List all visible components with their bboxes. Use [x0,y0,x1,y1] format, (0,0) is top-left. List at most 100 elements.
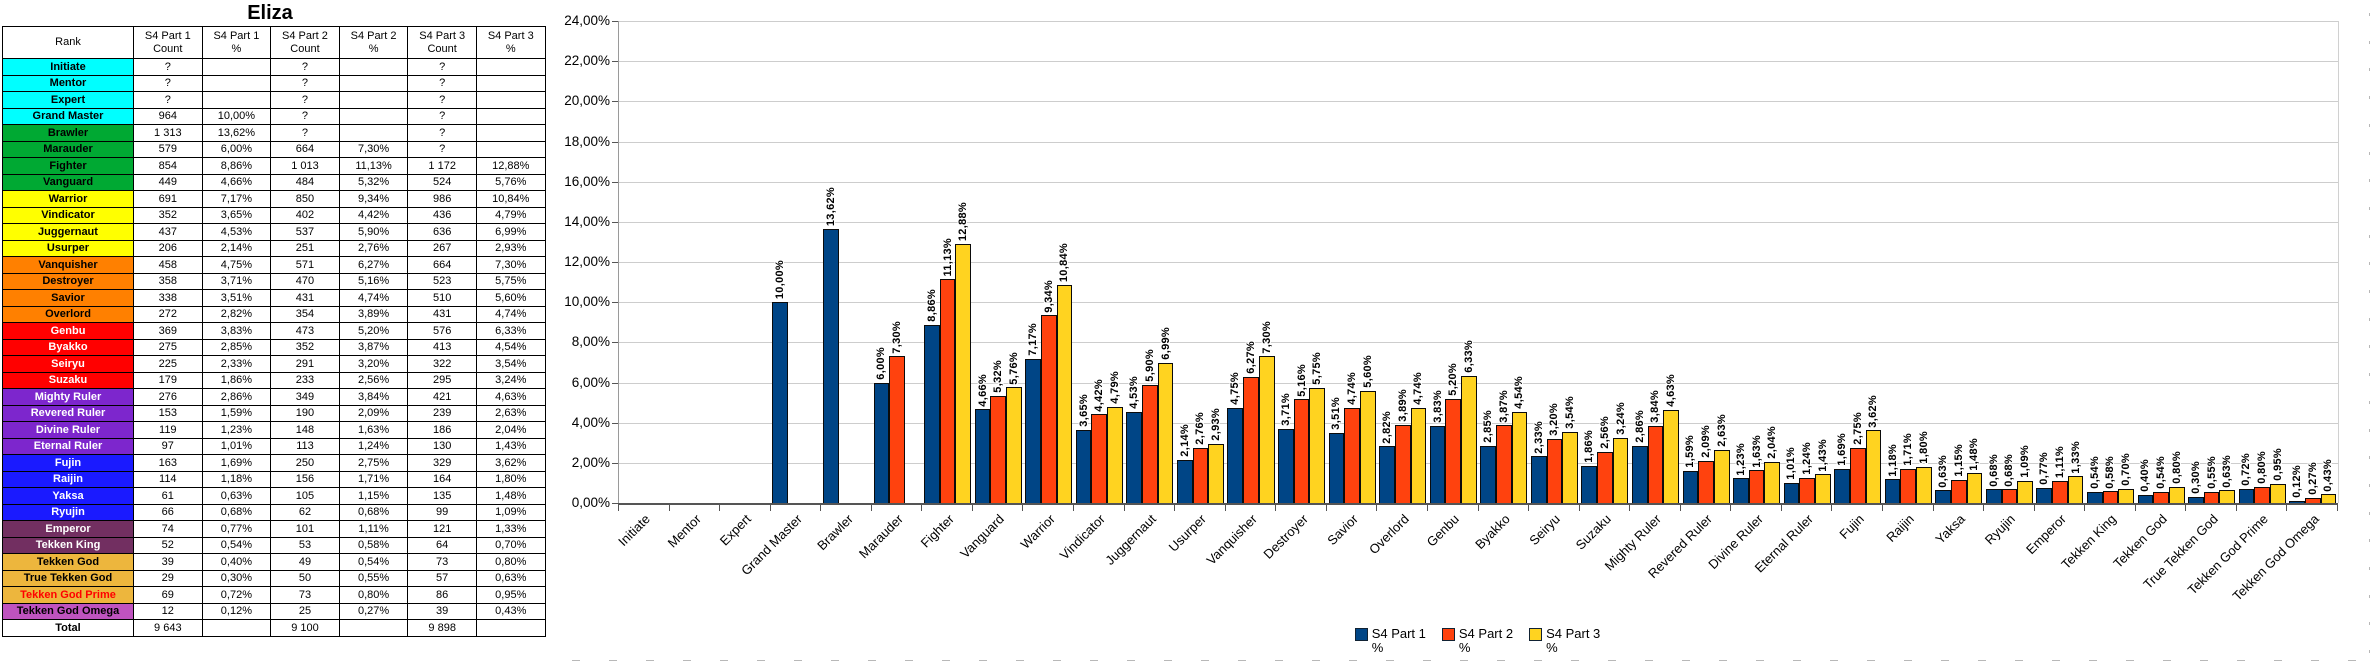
value-cell[interactable]: 5,90% [338,223,409,241]
value-cell[interactable]: 4,66% [201,173,272,191]
value-cell[interactable] [338,107,409,125]
value-cell[interactable]: 349 [270,388,340,406]
value-cell[interactable] [475,91,546,109]
value-cell[interactable]: 4,75% [201,256,272,274]
value-cell[interactable]: 3,65% [201,206,272,224]
value-cell[interactable]: 576 [407,322,477,340]
value-cell[interactable]: 436 [407,206,477,224]
value-cell[interactable]: 2,14% [201,239,272,257]
value-cell[interactable]: 61 [133,487,203,505]
value-cell[interactable]: 636 [407,223,477,241]
value-cell[interactable]: 39 [407,602,477,620]
rank-cell[interactable]: Fujin [2,454,134,472]
value-cell[interactable]: 2,86% [201,388,272,406]
value-cell[interactable]: 1,59% [201,404,272,422]
value-cell[interactable]: 29 [133,569,203,587]
value-cell[interactable]: 2,85% [201,338,272,356]
value-cell[interactable]: 2,76% [338,239,409,257]
embedded-bar-chart[interactable]: 0,00% 2,00% 4,00% 6,00% 8,00% 10,00% 12,00% 14,… [540,0,2374,666]
value-cell[interactable]: 537 [270,223,340,241]
value-cell[interactable]: 86 [407,586,477,604]
rank-cell[interactable]: Usurper [2,239,134,257]
value-cell[interactable]: 13,62% [201,124,272,142]
value-cell[interactable]: 9,34% [338,190,409,208]
value-cell[interactable]: 179 [133,371,203,389]
rank-cell[interactable]: Emperor [2,520,134,538]
value-cell[interactable] [201,58,272,76]
value-cell[interactable]: 3,62% [475,454,546,472]
value-cell[interactable]: 0,72% [201,586,272,604]
value-cell[interactable]: 354 [270,305,340,323]
value-cell[interactable]: 4,54% [475,338,546,356]
value-cell[interactable]: 135 [407,487,477,505]
value-cell[interactable]: ? [407,140,477,158]
value-cell[interactable]: 421 [407,388,477,406]
value-cell[interactable]: 4,74% [475,305,546,323]
value-cell[interactable]: 113 [270,437,340,455]
value-cell[interactable]: 295 [407,371,477,389]
rank-cell[interactable]: Tekken God Prime [2,586,134,604]
value-cell[interactable]: 50 [270,569,340,587]
value-cell[interactable]: ? [270,124,340,142]
rank-cell[interactable]: Tekken God Omega [2,602,134,620]
value-cell[interactable]: 5,16% [338,272,409,290]
value-cell[interactable]: ? [270,58,340,76]
value-cell[interactable]: 1,18% [201,470,272,488]
value-cell[interactable]: 2,82% [201,305,272,323]
value-cell[interactable]: 0,54% [338,553,409,571]
value-cell[interactable]: 352 [133,206,203,224]
rank-cell[interactable]: Suzaku [2,371,134,389]
value-cell[interactable]: 233 [270,371,340,389]
value-cell[interactable]: 2,33% [201,355,272,373]
value-cell[interactable]: 3,54% [475,355,546,373]
value-cell[interactable]: 39 [133,553,203,571]
value-cell[interactable]: ? [407,107,477,125]
value-cell[interactable]: 0,95% [475,586,546,604]
value-cell[interactable] [338,91,409,109]
rank-cell[interactable]: Byakko [2,338,134,356]
value-cell[interactable]: 119 [133,421,203,439]
value-cell[interactable]: 3,51% [201,289,272,307]
value-cell[interactable]: 6,33% [475,322,546,340]
rank-cell[interactable]: Marauder [2,140,134,158]
value-cell[interactable] [201,74,272,92]
value-cell[interactable]: 571 [270,256,340,274]
value-cell[interactable]: 0,54% [201,536,272,554]
value-cell[interactable]: 6,99% [475,223,546,241]
value-cell[interactable]: 5,32% [338,173,409,191]
value-cell[interactable]: 2,04% [475,421,546,439]
total-value-cell[interactable]: 9 100 [270,619,340,637]
value-cell[interactable]: 1,33% [475,520,546,538]
value-cell[interactable]: 473 [270,322,340,340]
value-cell[interactable]: 470 [270,272,340,290]
value-cell[interactable]: 3,24% [475,371,546,389]
value-cell[interactable]: 413 [407,338,477,356]
value-cell[interactable]: ? [133,91,203,109]
rank-cell[interactable]: Juggernaut [2,223,134,241]
value-cell[interactable]: 352 [270,338,340,356]
rank-cell[interactable]: Raijin [2,470,134,488]
value-cell[interactable]: 164 [407,470,477,488]
value-cell[interactable]: 458 [133,256,203,274]
value-cell[interactable] [338,58,409,76]
value-cell[interactable]: 190 [270,404,340,422]
value-cell[interactable]: 431 [407,305,477,323]
value-cell[interactable]: 850 [270,190,340,208]
value-cell[interactable]: 1,69% [201,454,272,472]
rank-cell[interactable]: Genbu [2,322,134,340]
value-cell[interactable]: 0,68% [338,503,409,521]
value-cell[interactable]: 0,77% [201,520,272,538]
value-cell[interactable]: 4,63% [475,388,546,406]
value-cell[interactable]: 2,63% [475,404,546,422]
value-cell[interactable]: 114 [133,470,203,488]
value-cell[interactable]: 74 [133,520,203,538]
rank-cell[interactable]: Ryujin [2,503,134,521]
value-cell[interactable]: 275 [133,338,203,356]
value-cell[interactable]: 4,79% [475,206,546,224]
value-cell[interactable]: 225 [133,355,203,373]
total-label-cell[interactable]: Total [2,619,134,637]
value-cell[interactable]: 431 [270,289,340,307]
value-cell[interactable] [338,74,409,92]
value-cell[interactable]: 0,63% [475,569,546,587]
value-cell[interactable]: 964 [133,107,203,125]
